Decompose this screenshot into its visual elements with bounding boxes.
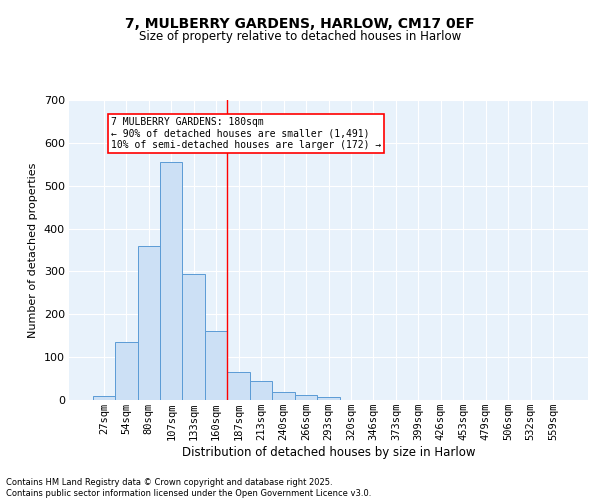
Bar [295,395,317,400]
Bar [92,396,115,400]
X-axis label: Distribution of detached houses by size in Harlow: Distribution of detached houses by size … [182,446,475,459]
Text: Size of property relative to detached houses in Harlow: Size of property relative to detached ho… [139,30,461,43]
Bar [115,342,137,400]
Bar [250,380,272,400]
Bar [182,274,205,400]
Text: Contains HM Land Registry data © Crown copyright and database right 2025.
Contai: Contains HM Land Registry data © Crown c… [6,478,371,498]
Bar [137,246,160,400]
Bar [317,396,340,400]
Y-axis label: Number of detached properties: Number of detached properties [28,162,38,338]
Text: 7 MULBERRY GARDENS: 180sqm
← 90% of detached houses are smaller (1,491)
10% of s: 7 MULBERRY GARDENS: 180sqm ← 90% of deta… [110,117,381,150]
Bar [227,372,250,400]
Text: 7, MULBERRY GARDENS, HARLOW, CM17 0EF: 7, MULBERRY GARDENS, HARLOW, CM17 0EF [125,18,475,32]
Bar [205,332,227,400]
Bar [160,162,182,400]
Bar [272,392,295,400]
